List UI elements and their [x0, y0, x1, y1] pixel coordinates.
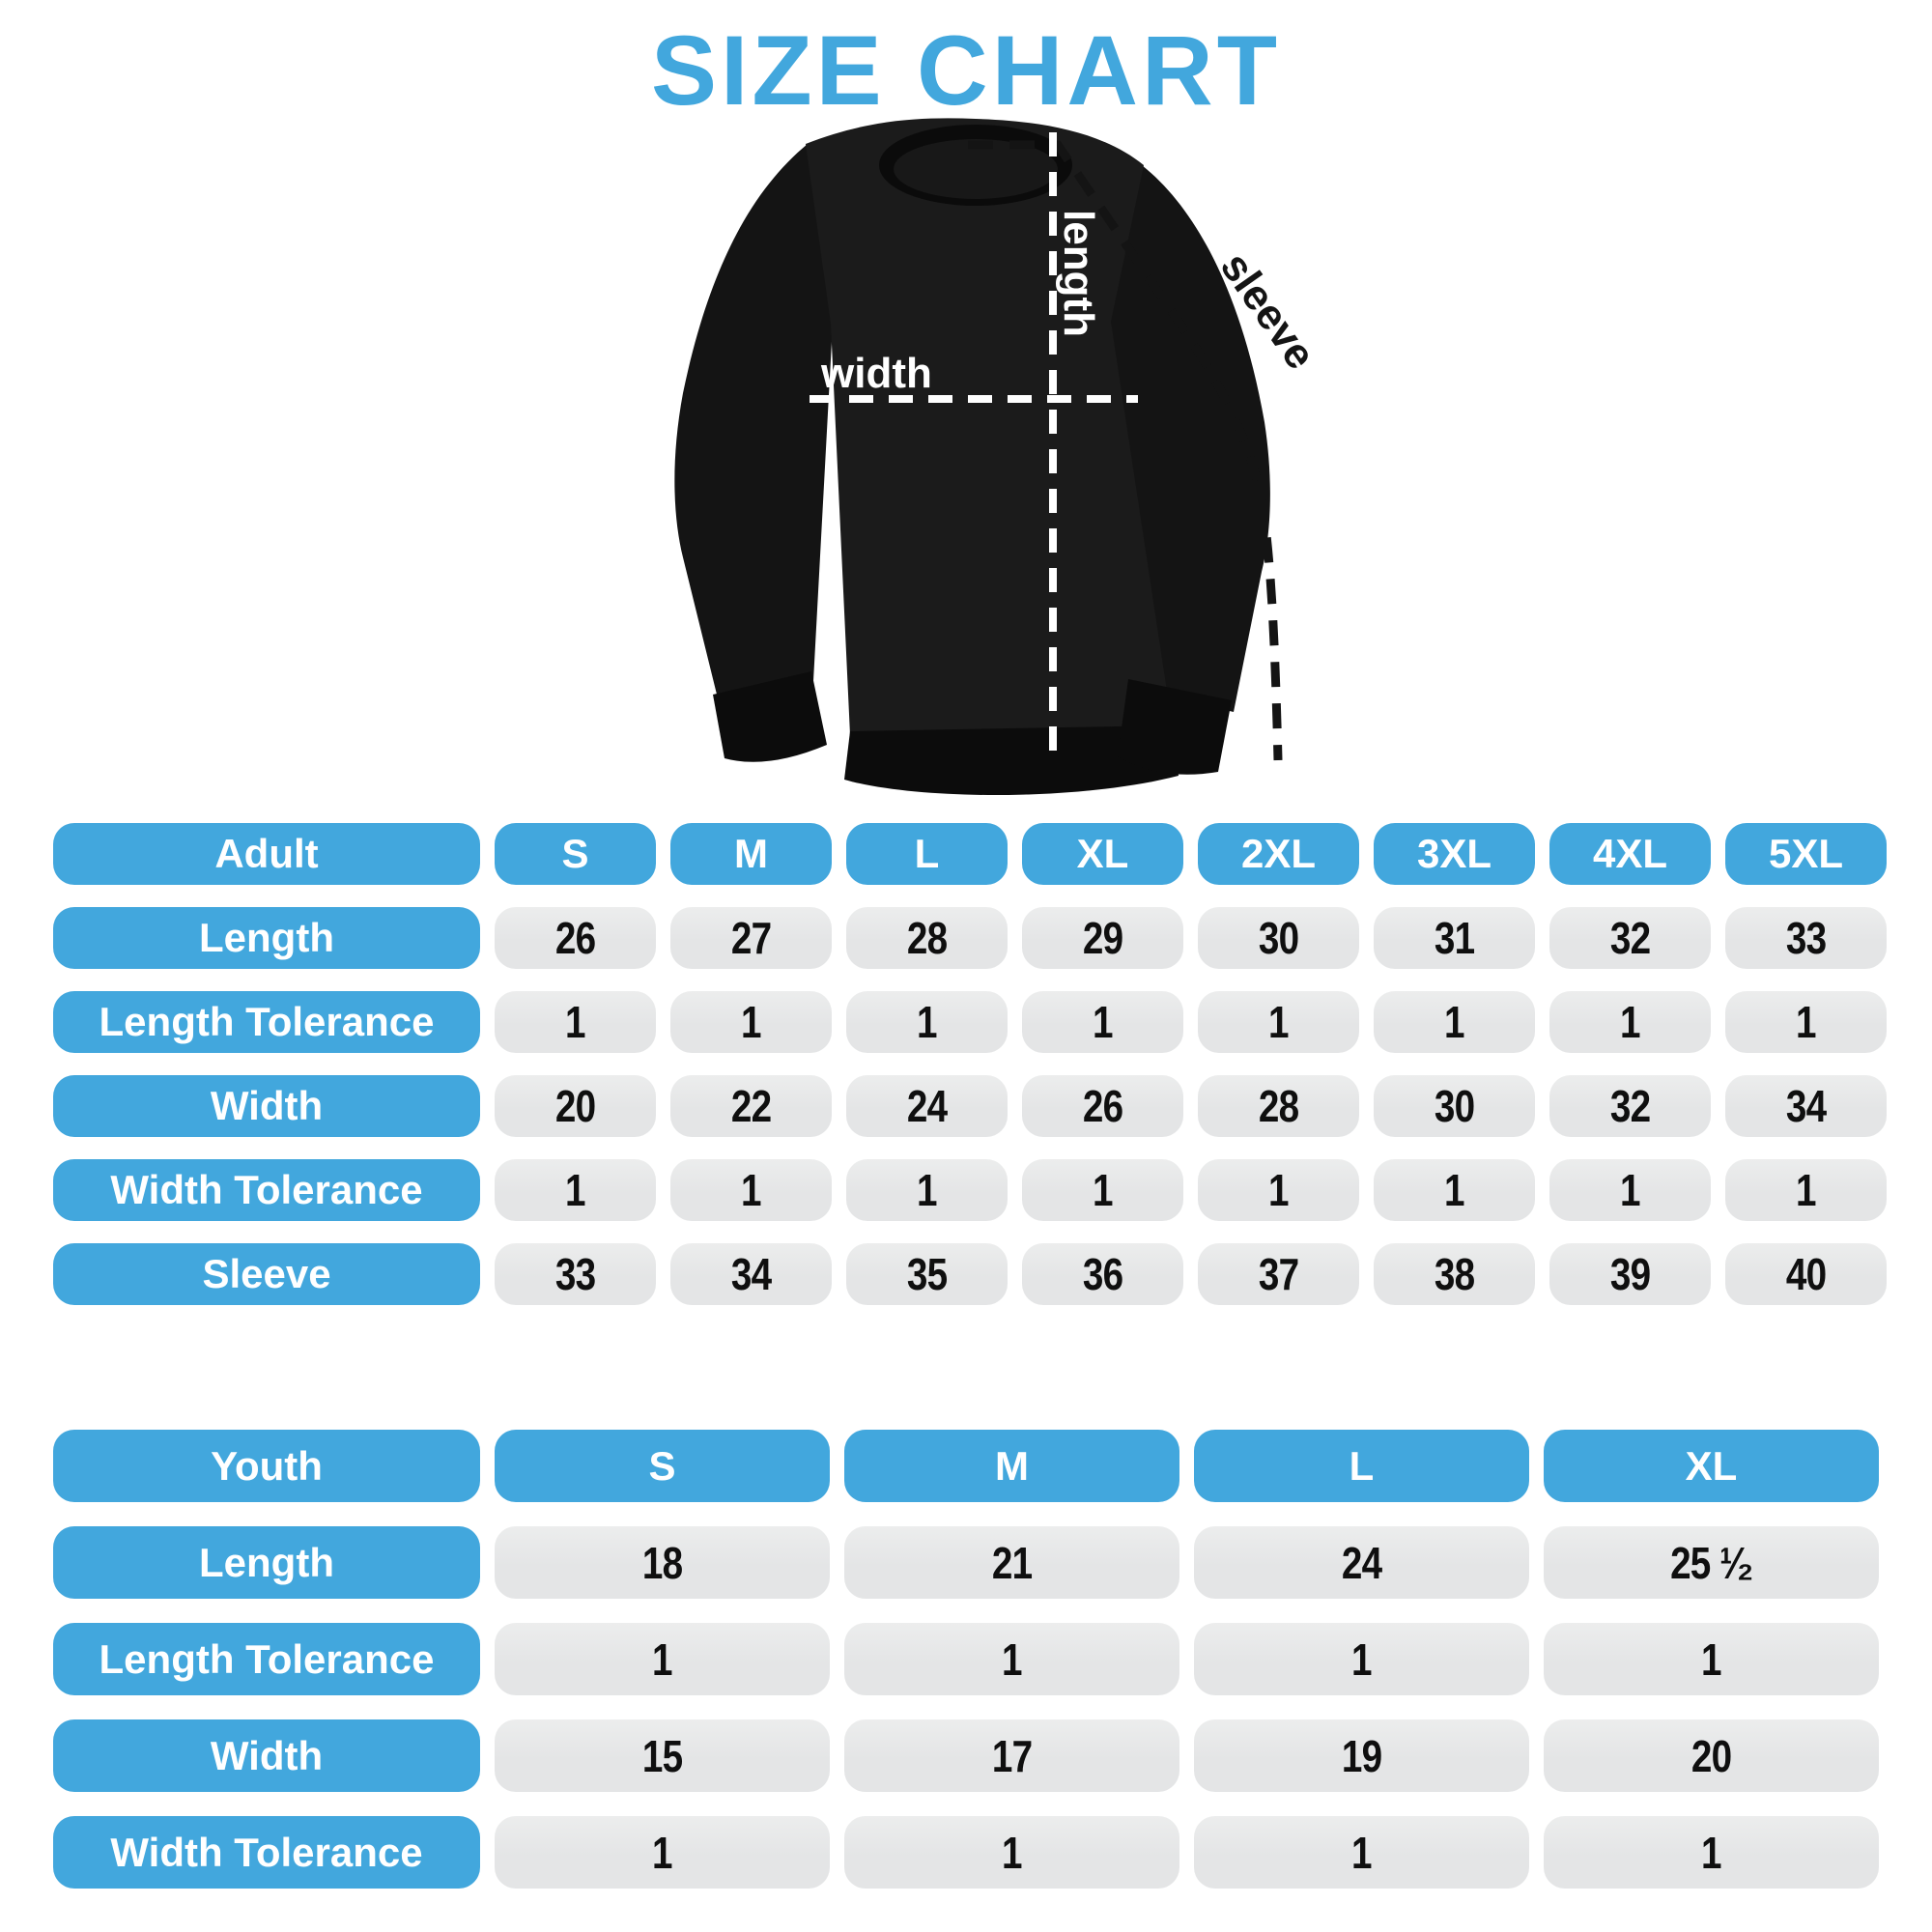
adult-value-cell: 28 — [1198, 1075, 1359, 1137]
adult-value-cell: 1 — [1022, 991, 1183, 1053]
adult-value-cell: 1 — [1198, 991, 1359, 1053]
sweatshirt-left-sleeve — [674, 144, 833, 706]
adult-value-cell: 33 — [495, 1243, 656, 1305]
adult-size-header: 3XL — [1374, 823, 1535, 885]
adult-value-cell: 1 — [670, 991, 832, 1053]
adult-row-label: Length — [53, 907, 480, 969]
sweatshirt-hem-rib — [844, 725, 1179, 796]
youth-value-cell: 1 — [495, 1623, 830, 1695]
adult-value-cell: 35 — [846, 1243, 1008, 1305]
youth-value-cell: 21 — [844, 1526, 1179, 1599]
youth-row-label: Length — [53, 1526, 480, 1599]
sweatshirt-left-cuff — [713, 671, 827, 762]
length-label: length — [1055, 210, 1102, 337]
youth-value-cell: 18 — [495, 1526, 830, 1599]
adult-value-cell: 36 — [1022, 1243, 1183, 1305]
adult-value-cell: 40 — [1725, 1243, 1887, 1305]
youth-value-cell: 19 — [1194, 1719, 1529, 1792]
adult-value-cell: 26 — [1022, 1075, 1183, 1137]
adult-value-cell: 1 — [670, 1159, 832, 1221]
width-label: width — [820, 350, 932, 397]
adult-value-cell: 34 — [1725, 1075, 1887, 1137]
sweatshirt-graphic — [674, 118, 1270, 796]
youth-value-cell: 25 ¹⁄₂ — [1544, 1526, 1879, 1599]
adult-value-cell: 33 — [1725, 907, 1887, 969]
youth-size-header: L — [1194, 1430, 1529, 1502]
sweatshirt-measurement-diagram: width length sleeve — [674, 118, 1323, 796]
adult-value-cell: 37 — [1198, 1243, 1359, 1305]
adult-value-cell: 1 — [1725, 991, 1887, 1053]
youth-size-header: S — [495, 1430, 830, 1502]
youth-value-cell: 1 — [1544, 1816, 1879, 1889]
adult-value-cell: 1 — [1198, 1159, 1359, 1221]
youth-value-cell: 20 — [1544, 1719, 1879, 1792]
adult-size-header: L — [846, 823, 1008, 885]
adult-size-header: M — [670, 823, 832, 885]
adult-value-cell: 1 — [1549, 1159, 1711, 1221]
sweatshirt-collar-inner — [894, 139, 1058, 199]
adult-value-cell: 1 — [1374, 1159, 1535, 1221]
adult-size-header: 4XL — [1549, 823, 1711, 885]
adult-value-cell: 32 — [1549, 907, 1711, 969]
adult-value-cell: 26 — [495, 907, 656, 969]
youth-value-cell: 1 — [844, 1623, 1179, 1695]
youth-size-header: XL — [1544, 1430, 1879, 1502]
youth-value-cell: 1 — [1194, 1816, 1529, 1889]
youth-size-header: M — [844, 1430, 1179, 1502]
youth-table-title: Youth — [53, 1430, 480, 1502]
adult-value-cell: 20 — [495, 1075, 656, 1137]
adult-value-cell: 1 — [495, 1159, 656, 1221]
adult-size-header: S — [495, 823, 656, 885]
youth-row-label: Width — [53, 1719, 480, 1792]
youth-row-label: Width Tolerance — [53, 1816, 480, 1889]
sleeve-measure-line — [968, 140, 1283, 761]
adult-value-cell: 30 — [1374, 1075, 1535, 1137]
adult-row-label: Width — [53, 1075, 480, 1137]
adult-value-cell: 27 — [670, 907, 832, 969]
adult-size-header: XL — [1022, 823, 1183, 885]
adult-size-header: 2XL — [1198, 823, 1359, 885]
adult-value-cell: 1 — [1374, 991, 1535, 1053]
adult-value-cell: 39 — [1549, 1243, 1711, 1305]
youth-value-cell: 15 — [495, 1719, 830, 1792]
youth-value-cell: 17 — [844, 1719, 1179, 1792]
adult-value-cell: 1 — [846, 1159, 1008, 1221]
page-title: SIZE CHART — [651, 15, 1281, 126]
adult-value-cell: 22 — [670, 1075, 832, 1137]
adult-value-cell: 24 — [846, 1075, 1008, 1137]
adult-value-cell: 32 — [1549, 1075, 1711, 1137]
youth-row-label: Length Tolerance — [53, 1623, 480, 1695]
youth-value-cell: 24 — [1194, 1526, 1529, 1599]
adult-row-label: Length Tolerance — [53, 991, 480, 1053]
youth-size-table: Youth S M L XL Length 18 21 24 25 ¹⁄₂ Le… — [53, 1430, 1879, 1889]
adult-value-cell: 1 — [1022, 1159, 1183, 1221]
adult-value-cell: 30 — [1198, 907, 1359, 969]
adult-value-cell: 1 — [495, 991, 656, 1053]
youth-value-cell: 1 — [495, 1816, 830, 1889]
adult-table-title: Adult — [53, 823, 480, 885]
adult-value-cell: 31 — [1374, 907, 1535, 969]
adult-value-cell: 38 — [1374, 1243, 1535, 1305]
adult-row-label: Sleeve — [53, 1243, 480, 1305]
adult-value-cell: 29 — [1022, 907, 1183, 969]
youth-value-cell: 1 — [844, 1816, 1179, 1889]
sweatshirt-body — [806, 118, 1173, 751]
youth-value-cell: 1 — [1544, 1623, 1879, 1695]
sweatshirt-right-cuff — [1118, 679, 1232, 775]
adult-row-label: Width Tolerance — [53, 1159, 480, 1221]
adult-size-header: 5XL — [1725, 823, 1887, 885]
adult-value-cell: 1 — [1725, 1159, 1887, 1221]
adult-value-cell: 1 — [846, 991, 1008, 1053]
adult-value-cell: 28 — [846, 907, 1008, 969]
adult-value-cell: 1 — [1549, 991, 1711, 1053]
adult-size-table: Adult S M L XL 2XL 3XL 4XL 5XL Length 26… — [53, 823, 1887, 1305]
youth-value-cell: 1 — [1194, 1623, 1529, 1695]
adult-value-cell: 34 — [670, 1243, 832, 1305]
